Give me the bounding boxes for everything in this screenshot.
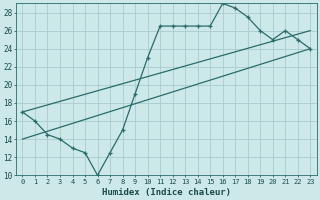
X-axis label: Humidex (Indice chaleur): Humidex (Indice chaleur) [102,188,231,197]
